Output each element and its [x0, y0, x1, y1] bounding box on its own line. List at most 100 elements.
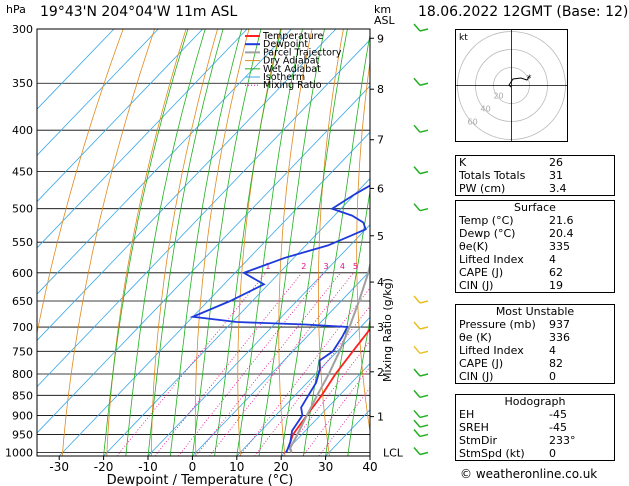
pressure-tick-label: 600 — [12, 267, 33, 280]
wind-barb — [419, 82, 429, 86]
km-tick-label: 6 — [377, 182, 384, 195]
mixing-ratio-line — [254, 305, 370, 456]
wet-adiabat — [169, 29, 243, 456]
unstable-label: CIN (J) — [459, 370, 494, 383]
unstable-row: CAPE (J) 82 — [456, 357, 614, 370]
plot-frame — [36, 28, 371, 457]
hodo-label: SREH — [459, 421, 489, 434]
km-tick-label: 7 — [377, 134, 384, 147]
pressure-tick-label: 300 — [12, 23, 33, 36]
mixing-ratio-label: 4 — [340, 262, 345, 271]
pressure-tick-label: 800 — [12, 368, 33, 381]
surface-label: θe(K) — [459, 240, 489, 253]
legend-entry: Isotherm — [263, 72, 305, 83]
wind-barb — [419, 414, 429, 419]
wind-barb — [419, 326, 429, 330]
copyright: © weatheronline.co.uk — [460, 467, 598, 481]
surface-value: 20.4 — [549, 227, 574, 240]
wind-barbs — [413, 23, 429, 456]
most-unstable-title: Most Unstable — [495, 305, 575, 318]
legend-entry: Dry Adiabat — [263, 56, 320, 67]
isotherm — [280, 362, 370, 456]
isotherm — [37, 29, 248, 249]
wind-barb — [419, 170, 429, 175]
isotherm — [192, 270, 370, 456]
wet-adiabat — [192, 29, 262, 456]
hodo-row: StmDir 233° — [456, 434, 614, 447]
series-dewpoint — [189, 184, 370, 453]
wet-adiabat — [236, 29, 303, 456]
x-tick-label: 40 — [362, 460, 377, 474]
surface-label: Lifted Index — [459, 253, 524, 266]
x-tick-label: 30 — [318, 460, 333, 474]
hodograph-title: Hodograph — [504, 395, 566, 408]
pressure-tick-label: 350 — [12, 77, 33, 90]
pressure-tick-label: 850 — [12, 389, 33, 402]
hodo-row: StmSpd (kt) 0 — [456, 447, 614, 460]
indices-table: K 26 Totals Totals 31 PW (cm) 3.4 — [455, 155, 615, 196]
wind-barb-flag — [413, 409, 421, 418]
dry-adiabat — [317, 29, 344, 456]
index-value: 26 — [549, 156, 563, 169]
km-tick-label: 3 — [377, 321, 384, 334]
surface-row: Lifted Index 4 — [456, 253, 614, 266]
surface-table: Surface Temp (°C) 21.6 Dewp (°C) 20.4 θe(K) 3… — [455, 200, 615, 293]
dry-adiabat — [106, 29, 187, 456]
km-axis-label: km ASL — [374, 3, 396, 27]
pressure-tick-label: 450 — [12, 166, 33, 179]
surface-label: Dewp (°C) — [459, 227, 516, 240]
unstable-label: Pressure (mb) — [459, 318, 536, 331]
wind-barb — [419, 433, 429, 438]
unstable-row: CIN (J) 0 — [456, 370, 614, 383]
wind-barb-flag — [413, 447, 421, 455]
wind-barb-flag — [413, 124, 421, 133]
wind-barb-flag — [413, 428, 421, 437]
pressure-tick-label: 1000 — [5, 446, 33, 459]
unstable-value: 0 — [549, 370, 556, 383]
wind-barb-flag — [413, 419, 421, 428]
surface-row: Dewp (°C) 20.4 — [456, 227, 614, 240]
hodograph-trace — [508, 76, 530, 88]
mixing-ratio-line — [178, 272, 325, 456]
unstable-label: CAPE (J) — [459, 357, 504, 370]
pressure-tick-label: 650 — [12, 295, 33, 308]
wind-barb-flag — [413, 368, 421, 377]
hodo-value: -45 — [549, 421, 567, 434]
hodograph-ring-label: 40 — [480, 104, 490, 113]
hodo-row: SREH -45 — [456, 421, 614, 434]
unstable-value: 82 — [549, 357, 563, 370]
surface-row: Temp (°C) 21.6 — [456, 214, 614, 227]
isotherm — [58, 131, 370, 456]
wind-barb-flag — [413, 345, 421, 354]
unstable-label: θe (K) — [459, 331, 492, 344]
hodo-label: StmDir — [459, 434, 498, 447]
storm-motion-marker: * — [527, 74, 532, 84]
km-tick-label: 2 — [377, 366, 384, 379]
wet-adiabat — [347, 317, 370, 456]
mixing-ratio-axis-label: Mixing Ratio (g/kg) — [381, 278, 394, 382]
y-axis-label: hPa — [6, 3, 26, 16]
x-axis-label: Dewpoint / Temperature (°C) — [107, 473, 294, 486]
pressure-tick-label: 500 — [12, 203, 33, 216]
wind-barb — [419, 350, 429, 355]
hodograph-table: Hodograph EH -45 SREH -45 StmDir 233° StmSpd (… — [455, 394, 615, 461]
dry-adiabat — [37, 29, 124, 336]
series-temperature — [288, 327, 370, 453]
hodo-value: 233° — [549, 434, 576, 447]
datetime-header: 18.06.2022 12GMT (Base: 12) — [418, 4, 629, 20]
mixing-ratio-label: 1 — [265, 262, 270, 271]
surface-value: 4 — [549, 253, 556, 266]
pressure-tick-label: 400 — [12, 124, 33, 137]
wind-barb — [419, 451, 429, 456]
index-row: K 26 — [456, 156, 614, 169]
wind-barb-flag — [413, 295, 421, 304]
legend-entry: Parcel Trajectory — [263, 47, 342, 58]
wind-barb-flag — [413, 77, 421, 86]
surface-row: CIN (J) 19 — [456, 279, 614, 292]
index-value: 31 — [549, 169, 563, 182]
dry-adiabat — [194, 29, 250, 456]
hodo-row: EH -45 — [456, 408, 614, 421]
